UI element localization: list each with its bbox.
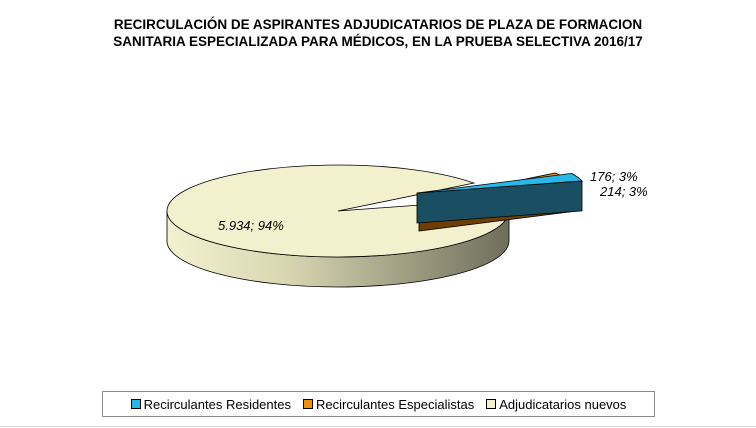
- chart-legend: Recirculantes Residentes Recirculantes E…: [102, 391, 655, 417]
- chart-title-line-2: SANITARIA ESPECIALIZADA PARA MÉDICOS, EN…: [113, 34, 643, 49]
- pie-top-residentes: [416, 172, 583, 194]
- legend-label-nuevos: Adjudicatarios nuevos: [499, 396, 627, 412]
- legend-label-residentes: Recirculantes Residentes: [143, 396, 291, 412]
- chart-title-line-1: RECIRCULACIÓN DE ASPIRANTES ADJUDICATARI…: [113, 17, 643, 32]
- pie-top-nuevos: [166, 164, 510, 258]
- bottom-divider: [0, 426, 756, 427]
- data-label-residentes: 176; 3%: [590, 169, 638, 184]
- legend-entry-especialistas: Recirculantes Especialistas: [302, 396, 475, 412]
- pie-slice-nuevos: [166, 164, 510, 288]
- legend-label-especialistas: Recirculantes Especialistas: [315, 396, 475, 412]
- legend-swatch-residentes: [130, 399, 141, 409]
- legend-entry-nuevos: Adjudicatarios nuevos: [486, 397, 626, 412]
- pie-slice-residentes: [416, 172, 583, 224]
- data-label-especialistas: 214; 3%: [599, 184, 648, 199]
- legend-entry-residentes: Recirculantes Residentes: [130, 396, 291, 412]
- legend-swatch-nuevos: [486, 399, 497, 409]
- pie-slices: 176; 3%214; 3% 5.934; 94%: [166, 164, 648, 288]
- legend-swatch-especialistas: [302, 399, 313, 409]
- chart-title: RECIRCULACIÓN DE ASPIRANTES ADJUDICATARI…: [0, 16, 756, 50]
- data-label-nuevos: 5.934; 94%: [218, 218, 284, 233]
